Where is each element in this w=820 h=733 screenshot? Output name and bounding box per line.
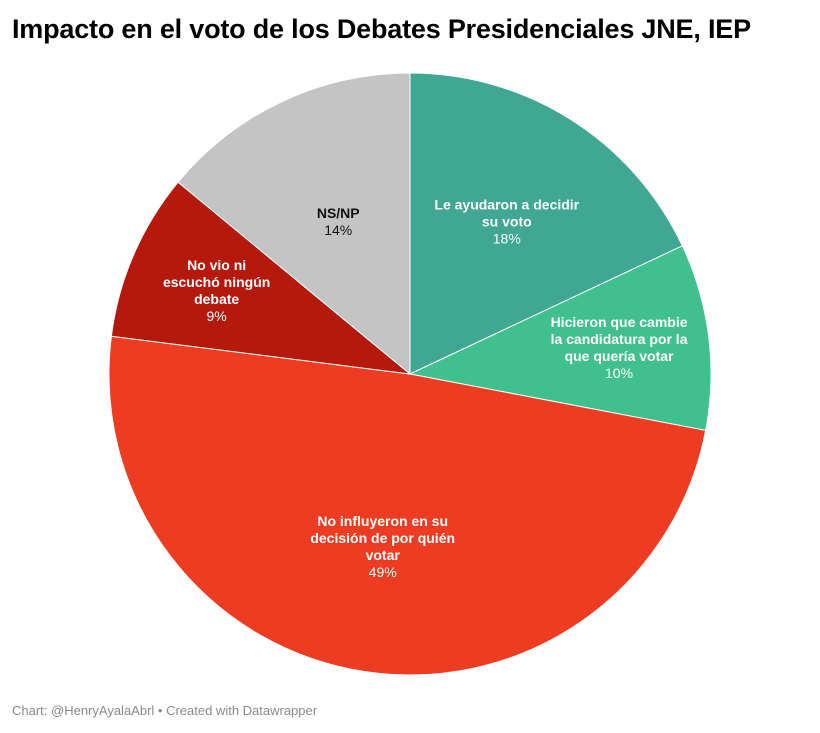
slice-label-line: su voto: [482, 214, 532, 230]
slice-label-2: No influyeron en su decisión de por quién…: [310, 513, 455, 580]
slice-label-line: debate: [194, 291, 239, 307]
slice-label-line: Hicieron que cambie: [551, 314, 688, 330]
slice-value-label: 18%: [493, 231, 521, 247]
slice-label-line: No influyeron en su: [317, 513, 448, 529]
slice-label-line: NS/NP: [317, 205, 360, 221]
slice-value-label: 10%: [605, 365, 633, 381]
pie-labels: Le ayudaron a decidir su voto 18% Hicieron …: [163, 197, 688, 580]
pie-slice-4: [177, 72, 411, 376]
slice-label-line: No vio ni: [187, 257, 246, 273]
slice-label-0: Le ayudaron a decidir su voto 18%: [434, 197, 579, 247]
slice-label-line: escuchó ningún: [163, 274, 270, 290]
slice-label-line: Le ayudaron a decidir: [434, 197, 579, 213]
slice-label-line: votar: [366, 547, 401, 563]
slice-label-1: Hicieron que cambie la candidatura por la…: [551, 314, 688, 381]
pie-slice-2: [108, 335, 707, 676]
pie-slices: [108, 72, 712, 676]
chart-credit: Chart: @HenryAyalaAbrl • Created with Da…: [12, 703, 318, 718]
pie-slice-0: [409, 72, 684, 375]
chart-title: Impacto en el voto de los Debates Presid…: [12, 14, 751, 44]
pie-chart: Le ayudaron a decidir su voto 18% Hicieron …: [108, 72, 712, 676]
slice-label-3: No vio ni escuchó ningún debate 9%: [163, 257, 270, 324]
pie-slice-1: [408, 245, 712, 431]
slice-label-line: la candidatura por la: [551, 331, 688, 347]
slice-label-line: que quería votar: [565, 348, 674, 364]
slice-label-line: decisión de por quién: [310, 530, 455, 546]
slice-label-4: NS/NP 14%: [317, 205, 360, 238]
slice-value-label: 9%: [207, 308, 227, 324]
slice-value-label: 49%: [369, 564, 397, 580]
pie-slice-3: [110, 181, 412, 375]
slice-value-label: 14%: [324, 222, 352, 238]
